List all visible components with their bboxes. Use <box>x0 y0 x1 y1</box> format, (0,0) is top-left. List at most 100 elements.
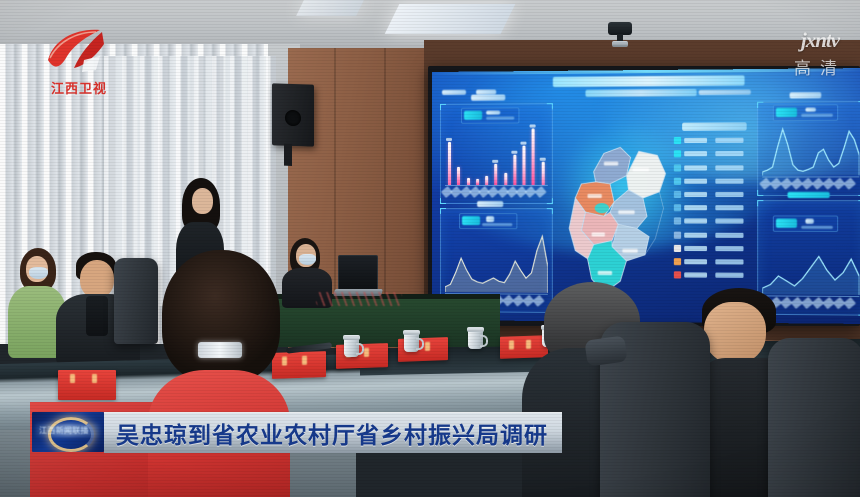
line-chart-panel-2[interactable] <box>757 191 860 316</box>
line-chart-plot <box>759 122 860 190</box>
bar <box>457 167 461 185</box>
rank-badge <box>673 244 682 252</box>
line-panel-legend <box>772 104 839 122</box>
rank-badge <box>673 177 682 185</box>
line-chart-2-plot <box>759 236 860 310</box>
bar-chart-panel[interactable] <box>439 94 553 205</box>
rank-name <box>684 259 708 265</box>
area-chart-plot <box>441 229 548 307</box>
ranking-row[interactable] <box>673 150 753 158</box>
rank-value <box>715 137 744 144</box>
bar-value-label <box>539 157 546 161</box>
line-panel-title <box>789 92 822 99</box>
rank-name <box>684 218 708 224</box>
rank-badge <box>673 190 682 198</box>
bar-value-label <box>530 123 537 128</box>
rank-value <box>715 164 744 171</box>
bar-value-label <box>511 150 518 154</box>
ranking-row[interactable] <box>673 190 753 198</box>
bar <box>475 178 479 185</box>
bar-value-label <box>445 138 452 142</box>
ranking-row[interactable] <box>673 257 753 266</box>
dashboard-title <box>552 75 745 88</box>
bar <box>532 128 536 185</box>
bar-panel-title <box>471 94 506 101</box>
rank-name <box>684 232 708 238</box>
line-chart-2-svg <box>762 245 860 297</box>
ranking-row[interactable] <box>673 244 753 252</box>
map-label-5 <box>591 232 605 237</box>
ranking-row[interactable] <box>673 231 753 239</box>
big-screen-dashboard[interactable] <box>432 68 860 324</box>
rank-badge <box>673 204 682 212</box>
map-label-1 <box>603 161 619 166</box>
ticker-bar: 吴忠琼到省农业农村厅省乡村振兴局调研 <box>104 412 562 453</box>
watermark-brand: jxntv <box>800 28 840 52</box>
tea-cup-with-lid <box>467 327 488 349</box>
bar-value-label <box>520 142 527 146</box>
ceiling-light-panel-2 <box>296 0 364 16</box>
screen-tag-3 <box>698 89 751 96</box>
ranking-row[interactable] <box>673 177 753 185</box>
rank-badge <box>673 137 682 145</box>
rank-badge <box>673 257 682 266</box>
laptop[interactable] <box>332 255 384 301</box>
chair-foreground-left <box>584 322 710 497</box>
rank-name <box>684 138 708 144</box>
axis-tick-label <box>843 297 857 310</box>
rank-value <box>715 259 744 265</box>
ranking-row[interactable] <box>673 137 753 145</box>
map-label-7 <box>597 270 613 276</box>
line-panel-2-title <box>787 191 830 199</box>
map-label-4 <box>618 210 635 215</box>
ceiling-camera <box>606 22 634 48</box>
bar-value-label <box>492 160 499 164</box>
province-map-svg <box>559 131 674 306</box>
ranking-list-panel[interactable] <box>673 122 753 279</box>
ranking-row[interactable] <box>673 271 753 279</box>
watermark-quality: 高清 <box>794 59 846 79</box>
rank-value <box>715 272 744 278</box>
rank-name <box>684 178 708 184</box>
rank-badge <box>673 150 682 158</box>
line-chart-panel[interactable] <box>757 92 860 196</box>
bar <box>522 146 526 185</box>
tea-cup-with-lid <box>403 330 424 352</box>
dashboard-subtitle <box>585 88 697 97</box>
desk-cables <box>316 292 402 306</box>
name-placard <box>58 370 116 400</box>
line-chart-svg <box>762 122 860 178</box>
ticker-badge-text: 江西新闻联播 <box>39 426 89 435</box>
jiangxi-province-map[interactable] <box>559 131 674 306</box>
bar <box>466 178 470 185</box>
hd-watermark: jxntv 高清 <box>794 28 846 79</box>
area-panel-title <box>477 201 504 208</box>
ticker-headline: 吴忠琼到省农业农村厅省乡村振兴局调研 <box>116 423 548 449</box>
rank-value <box>715 245 744 251</box>
rank-name <box>684 272 708 278</box>
ceiling-light-panel <box>384 4 516 34</box>
ranking-row[interactable] <box>673 163 753 172</box>
rank-badge <box>673 271 682 279</box>
map-label-3 <box>587 193 602 199</box>
rank-name <box>684 151 708 157</box>
rank-name <box>684 245 708 251</box>
speaker-cone-icon <box>285 109 301 127</box>
area-chart-svg <box>444 230 548 295</box>
rank-value <box>715 205 744 211</box>
channel-logo: 江西卫视 <box>30 20 128 106</box>
hair-clip <box>198 342 242 358</box>
ranking-row[interactable] <box>673 204 753 212</box>
ranking-row[interactable] <box>673 217 753 225</box>
seated-operator-woman <box>282 238 338 308</box>
rank-name <box>684 205 708 211</box>
red-swoosh-icon <box>48 29 104 72</box>
bar <box>447 142 451 185</box>
chair-back <box>114 258 158 344</box>
rank-name <box>684 164 708 171</box>
area-chart-panel[interactable] <box>439 201 553 314</box>
wall-speaker <box>272 83 314 166</box>
axis-tick-label <box>843 177 857 190</box>
rank-value <box>715 232 744 238</box>
